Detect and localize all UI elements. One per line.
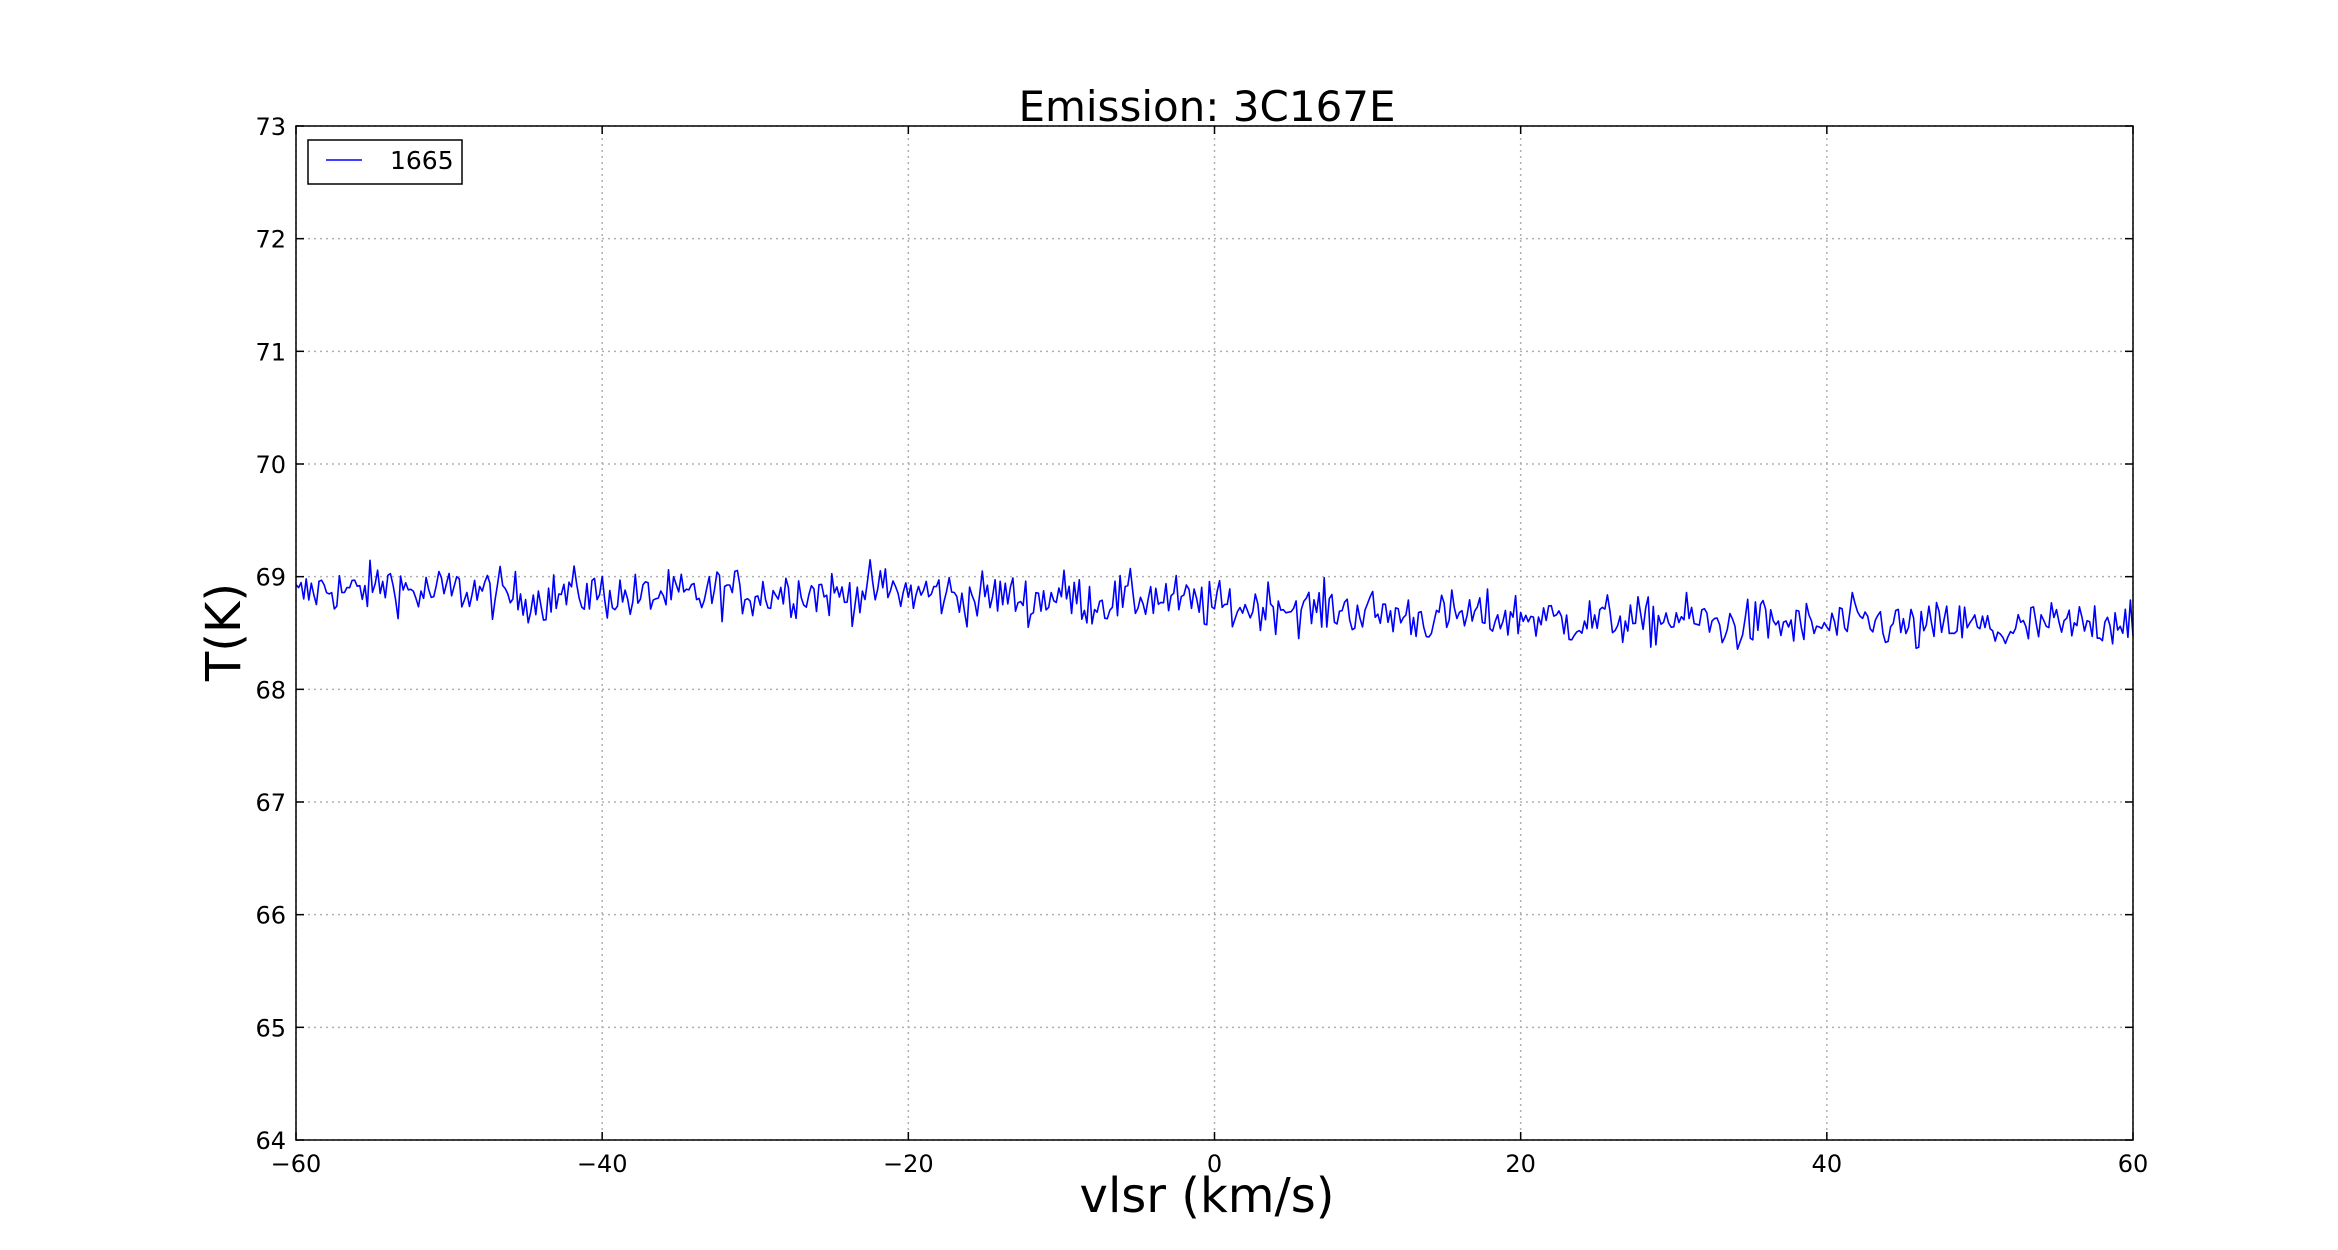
x-tick-label: 40 [1812, 1150, 1843, 1178]
x-tick-label: −20 [883, 1150, 934, 1178]
plot-frame [295, 125, 2134, 1141]
series-layer [295, 558, 2134, 651]
y-tick-label: 71 [255, 338, 286, 366]
y-tick-label: 68 [255, 676, 286, 704]
y-tick-label: 64 [255, 1127, 286, 1155]
x-tick-label: −60 [271, 1150, 322, 1178]
legend-label-1665: 1665 [390, 146, 454, 175]
legend-box [307, 139, 463, 185]
x-tick-label: 60 [2118, 1150, 2149, 1178]
x-tick-label: 0 [1207, 1150, 1222, 1178]
y-tick-label: 67 [255, 789, 286, 817]
y-tick-label: 66 [255, 902, 286, 930]
y-tick-label: 70 [255, 451, 286, 479]
series-line-1665 [295, 558, 2134, 651]
chart-title: Emission: 3C167E [1018, 82, 1395, 131]
y-tick-label: 73 [255, 113, 286, 141]
tick-marks [295, 125, 2134, 1141]
x-tick-labels: −60 −40 −20 0 20 40 60 [271, 1150, 2149, 1178]
y-tick-label: 65 [255, 1014, 286, 1042]
y-axis-label: T(K) [196, 583, 252, 682]
grid-lines [295, 125, 2134, 1141]
y-tick-label: 69 [255, 564, 286, 592]
legend: 1665 [307, 139, 463, 185]
x-axis-label: vlsr (km/s) [1080, 1168, 1335, 1224]
y-tick-labels: 64 65 66 67 68 69 70 71 72 73 [255, 113, 286, 1155]
x-tick-label: −40 [577, 1150, 628, 1178]
x-tick-label: 20 [1505, 1150, 1536, 1178]
y-tick-label: 72 [255, 226, 286, 254]
